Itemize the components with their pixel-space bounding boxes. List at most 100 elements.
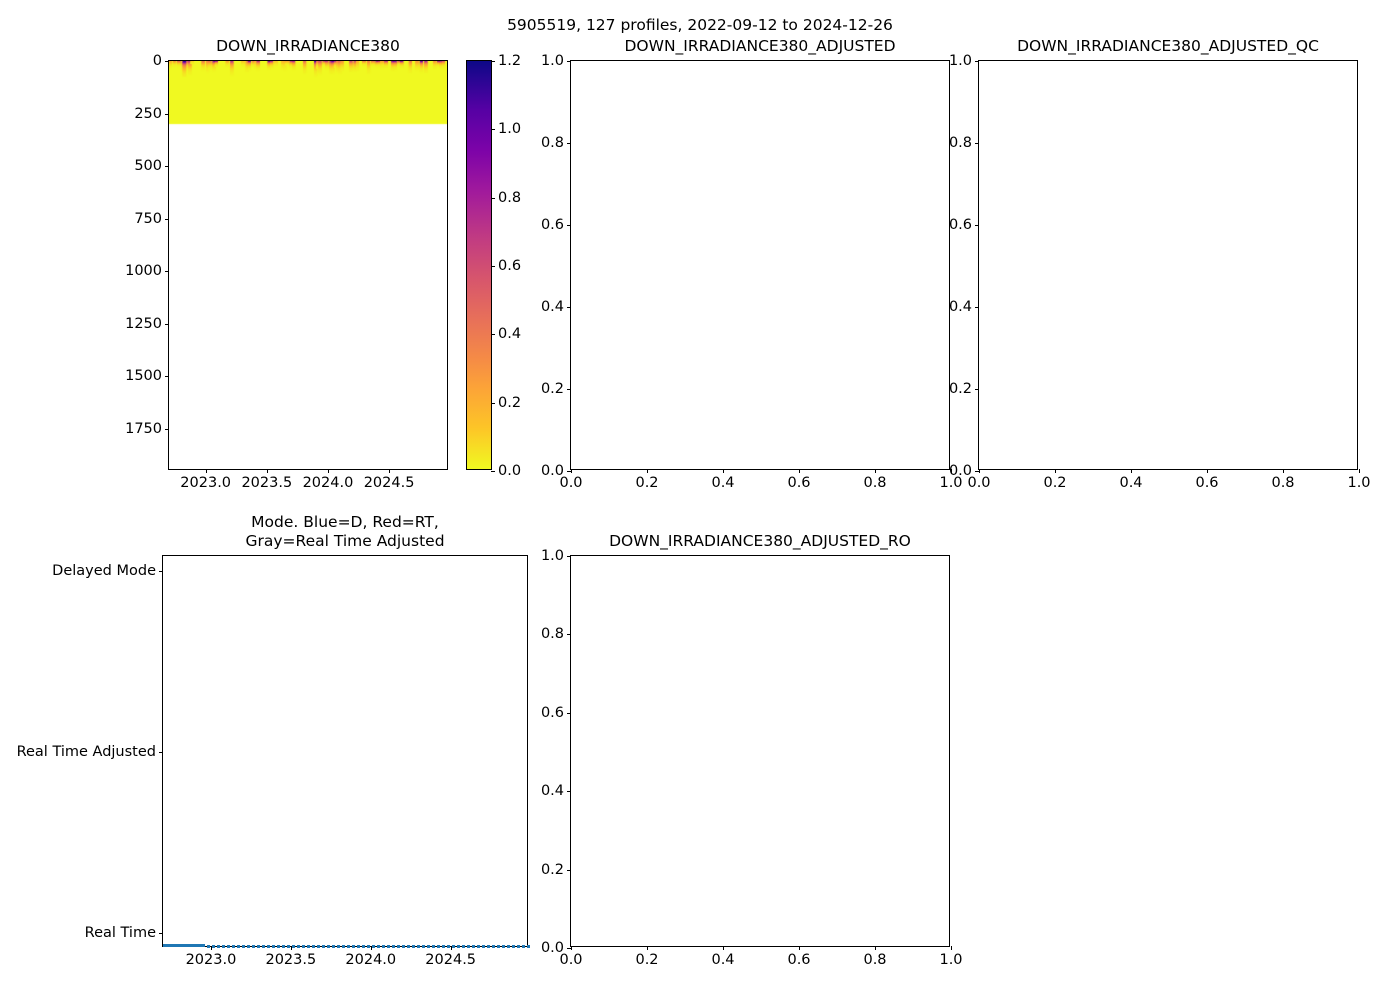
colorbar-tick-mark [491, 266, 495, 267]
mode-data-point [487, 945, 490, 948]
x-tick-mark [370, 946, 372, 950]
x-tick-label: 0.0 [559, 952, 583, 968]
y-tick-label: 750 [134, 210, 162, 227]
mode-data-point [327, 945, 330, 948]
mode-data-point [217, 945, 220, 948]
x-tick-mark [1055, 469, 1056, 473]
y-tick-mark [975, 307, 979, 308]
x-tick-label: 1.0 [1347, 475, 1371, 491]
y-tick-label: 1750 [125, 420, 162, 437]
x-tick-label: 0.4 [1119, 475, 1143, 491]
mode-data-point [312, 945, 315, 948]
x-tick-label: 2023.0 [180, 475, 232, 491]
mode-data-point [407, 945, 410, 948]
x-tick-label: 2024.0 [345, 952, 397, 968]
x-tick-mark [1131, 469, 1132, 473]
x-tick-label: 0.8 [1271, 475, 1295, 491]
mode-data-point [232, 945, 235, 948]
x-tick-mark [1207, 469, 1208, 473]
y-tick-mark [159, 933, 163, 935]
y-tick-label: 0.4 [948, 299, 972, 315]
mode-data-point [352, 945, 355, 948]
colorbar-tick-label: 0.8 [498, 189, 522, 206]
mode-data-point [342, 945, 345, 948]
y-tick-label: 0.0 [948, 463, 972, 479]
axes-down-irradiance380-adjusted[interactable]: DOWN_IRRADIANCE380_ADJUSTED 0.0 0.2 0.4 0.6… [541, 37, 963, 491]
axes-down-irradiance380[interactable]: DOWN_IRRADIANCE380 2023.0 2023.5 2024.0 202… [125, 37, 448, 491]
x-tick-label: 0.2 [635, 475, 659, 491]
mode-data-point [257, 945, 260, 948]
mode-data-point [432, 945, 435, 948]
y-tick-label: 0 [152, 53, 162, 69]
mode-data-point [227, 945, 230, 948]
mode-data-point [282, 945, 285, 948]
y-tick-label: Delayed Mode [52, 562, 156, 579]
mode-data-point [212, 945, 215, 948]
y-tick-label: 0.6 [540, 704, 564, 721]
mode-data-point [387, 945, 390, 948]
figure-suptitle: 5905519, 127 profiles, 2022-09-12 to 202… [507, 16, 893, 34]
axes-down-irradiance380-adjusted-qc[interactable]: DOWN_IRRADIANCE380_ADJUSTED_QC 0.0 0.2 0.4… [949, 37, 1371, 491]
x-tick-mark [327, 469, 329, 473]
y-tick-mark [165, 323, 169, 325]
colorbar-tick-mark [491, 197, 495, 199]
mode-data-point [402, 945, 405, 948]
colorbar-tick-label: 1.2 [498, 53, 522, 69]
mode-data-point [427, 945, 430, 948]
mode-data-point [337, 945, 340, 948]
y-tick-mark [159, 570, 163, 572]
x-tick-mark [450, 946, 452, 950]
x-tick-mark [723, 946, 724, 950]
mode-data-point [242, 945, 245, 948]
x-tick-mark [647, 469, 648, 473]
y-tick-mark [975, 143, 979, 144]
y-tick-label: 0.0 [540, 463, 564, 479]
x-tick-mark [1359, 469, 1360, 473]
x-tick-mark [571, 469, 572, 473]
axes-mode[interactable]: Mode. Blue=D, Red=RT, Gray=Real Time Adj… [17, 513, 530, 968]
irradiance-colorbar[interactable]: 0.0 0.2 0.4 0.6 0.8 1.0 1.2 [466, 53, 521, 479]
x-tick-mark [951, 469, 952, 473]
y-tick-mark [567, 389, 571, 390]
mode-data-point [507, 945, 510, 948]
x-tick-mark [723, 469, 724, 473]
x-tick-label: 0.0 [559, 475, 583, 491]
mode-data-point [442, 945, 445, 948]
y-tick-label: Real Time Adjusted [16, 744, 156, 760]
x-tick-mark [951, 946, 952, 950]
mode-data-point [497, 945, 500, 948]
axes-down-irradiance380-adjusted-ro[interactable]: DOWN_IRRADIANCE380_ADJUSTED_RO 0.0 0.2 0.4… [541, 532, 963, 968]
y-tick-label: 0.2 [540, 861, 564, 878]
mode-data-point [377, 945, 380, 948]
x-tick-mark [1283, 469, 1284, 473]
mode-data-point [437, 945, 440, 948]
y-tick-label: 0.8 [948, 135, 972, 151]
x-tick-label: 0.4 [711, 952, 735, 968]
colorbar-tick-mark [491, 61, 495, 62]
mode-data-point [262, 945, 265, 948]
y-tick-mark [165, 61, 169, 62]
colorbar-gradient [467, 61, 491, 469]
mode-data-point [392, 945, 395, 948]
y-tick-mark [975, 61, 979, 62]
mode-data-point [322, 945, 325, 948]
mode-data-point [357, 945, 360, 948]
x-tick-label: 0.6 [1195, 475, 1219, 491]
mode-data-point [492, 945, 495, 948]
x-tick-mark [205, 469, 207, 473]
mode-data-point [462, 945, 465, 948]
x-tick-mark [647, 946, 648, 950]
mode-data-point [332, 945, 335, 948]
mode-data-point [482, 945, 485, 948]
y-tick-mark [567, 948, 571, 949]
mode-data-point [527, 945, 530, 948]
mode-data-point [237, 945, 240, 948]
mode-data-point [382, 945, 385, 948]
y-tick-mark [567, 143, 571, 144]
x-tick-label: 2023.5 [265, 952, 317, 968]
colorbar-tick-mark [491, 471, 495, 472]
axes-title-down-irradiance380: DOWN_IRRADIANCE380 [216, 37, 400, 56]
x-tick-mark [979, 469, 980, 473]
x-tick-label: 1.0 [939, 952, 963, 968]
